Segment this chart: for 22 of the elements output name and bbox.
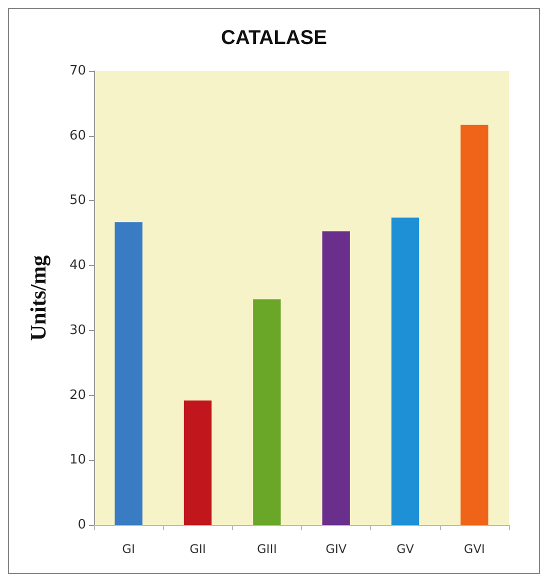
y-tick-label: 60 <box>69 128 86 144</box>
y-tick-label: 70 <box>69 64 86 78</box>
y-tick-label: 20 <box>69 388 86 403</box>
bar <box>253 299 281 525</box>
bar <box>114 222 142 525</box>
bar <box>184 400 212 525</box>
x-tick-label: GII <box>190 542 206 556</box>
bar <box>322 231 350 525</box>
y-tick-label: 10 <box>69 452 86 468</box>
y-tick-label: 40 <box>69 258 86 274</box>
bar <box>460 124 488 525</box>
y-tick-label: 30 <box>69 322 86 338</box>
y-tick-label: 50 <box>69 193 86 208</box>
y-axis-title: Units/mg <box>26 255 50 341</box>
bar <box>391 218 420 525</box>
x-tick-label: GI <box>122 542 136 556</box>
chart-title: CATALASE <box>221 27 327 49</box>
y-tick-label: 0 <box>78 518 86 532</box>
x-tick-label: GVI <box>464 542 485 556</box>
x-tick-label: GIII <box>256 542 277 556</box>
x-tick-label: GIV <box>326 542 348 556</box>
x-tick-label: GV <box>396 542 415 556</box>
